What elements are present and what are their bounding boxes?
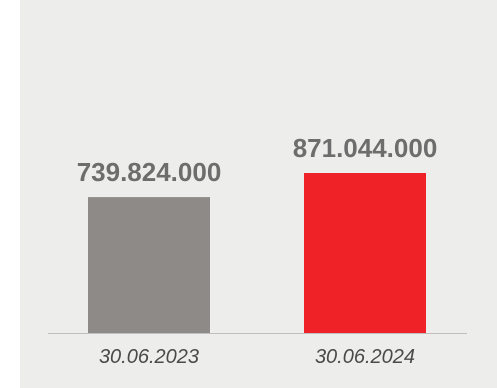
chart-panel: 739.824.000 30.06.2023 871.044.000 30.06.20… bbox=[20, 0, 497, 388]
bar-2 bbox=[304, 173, 426, 333]
value-label-1: 739.824.000 bbox=[77, 157, 222, 187]
bar-chart: 739.824.000 30.06.2023 871.044.000 30.06.20… bbox=[48, 133, 467, 368]
bar-1 bbox=[88, 197, 210, 333]
category-label-1: 30.06.2023 bbox=[99, 346, 199, 368]
category-label-2: 30.06.2024 bbox=[315, 346, 415, 368]
value-label-2: 871.044.000 bbox=[293, 133, 438, 163]
